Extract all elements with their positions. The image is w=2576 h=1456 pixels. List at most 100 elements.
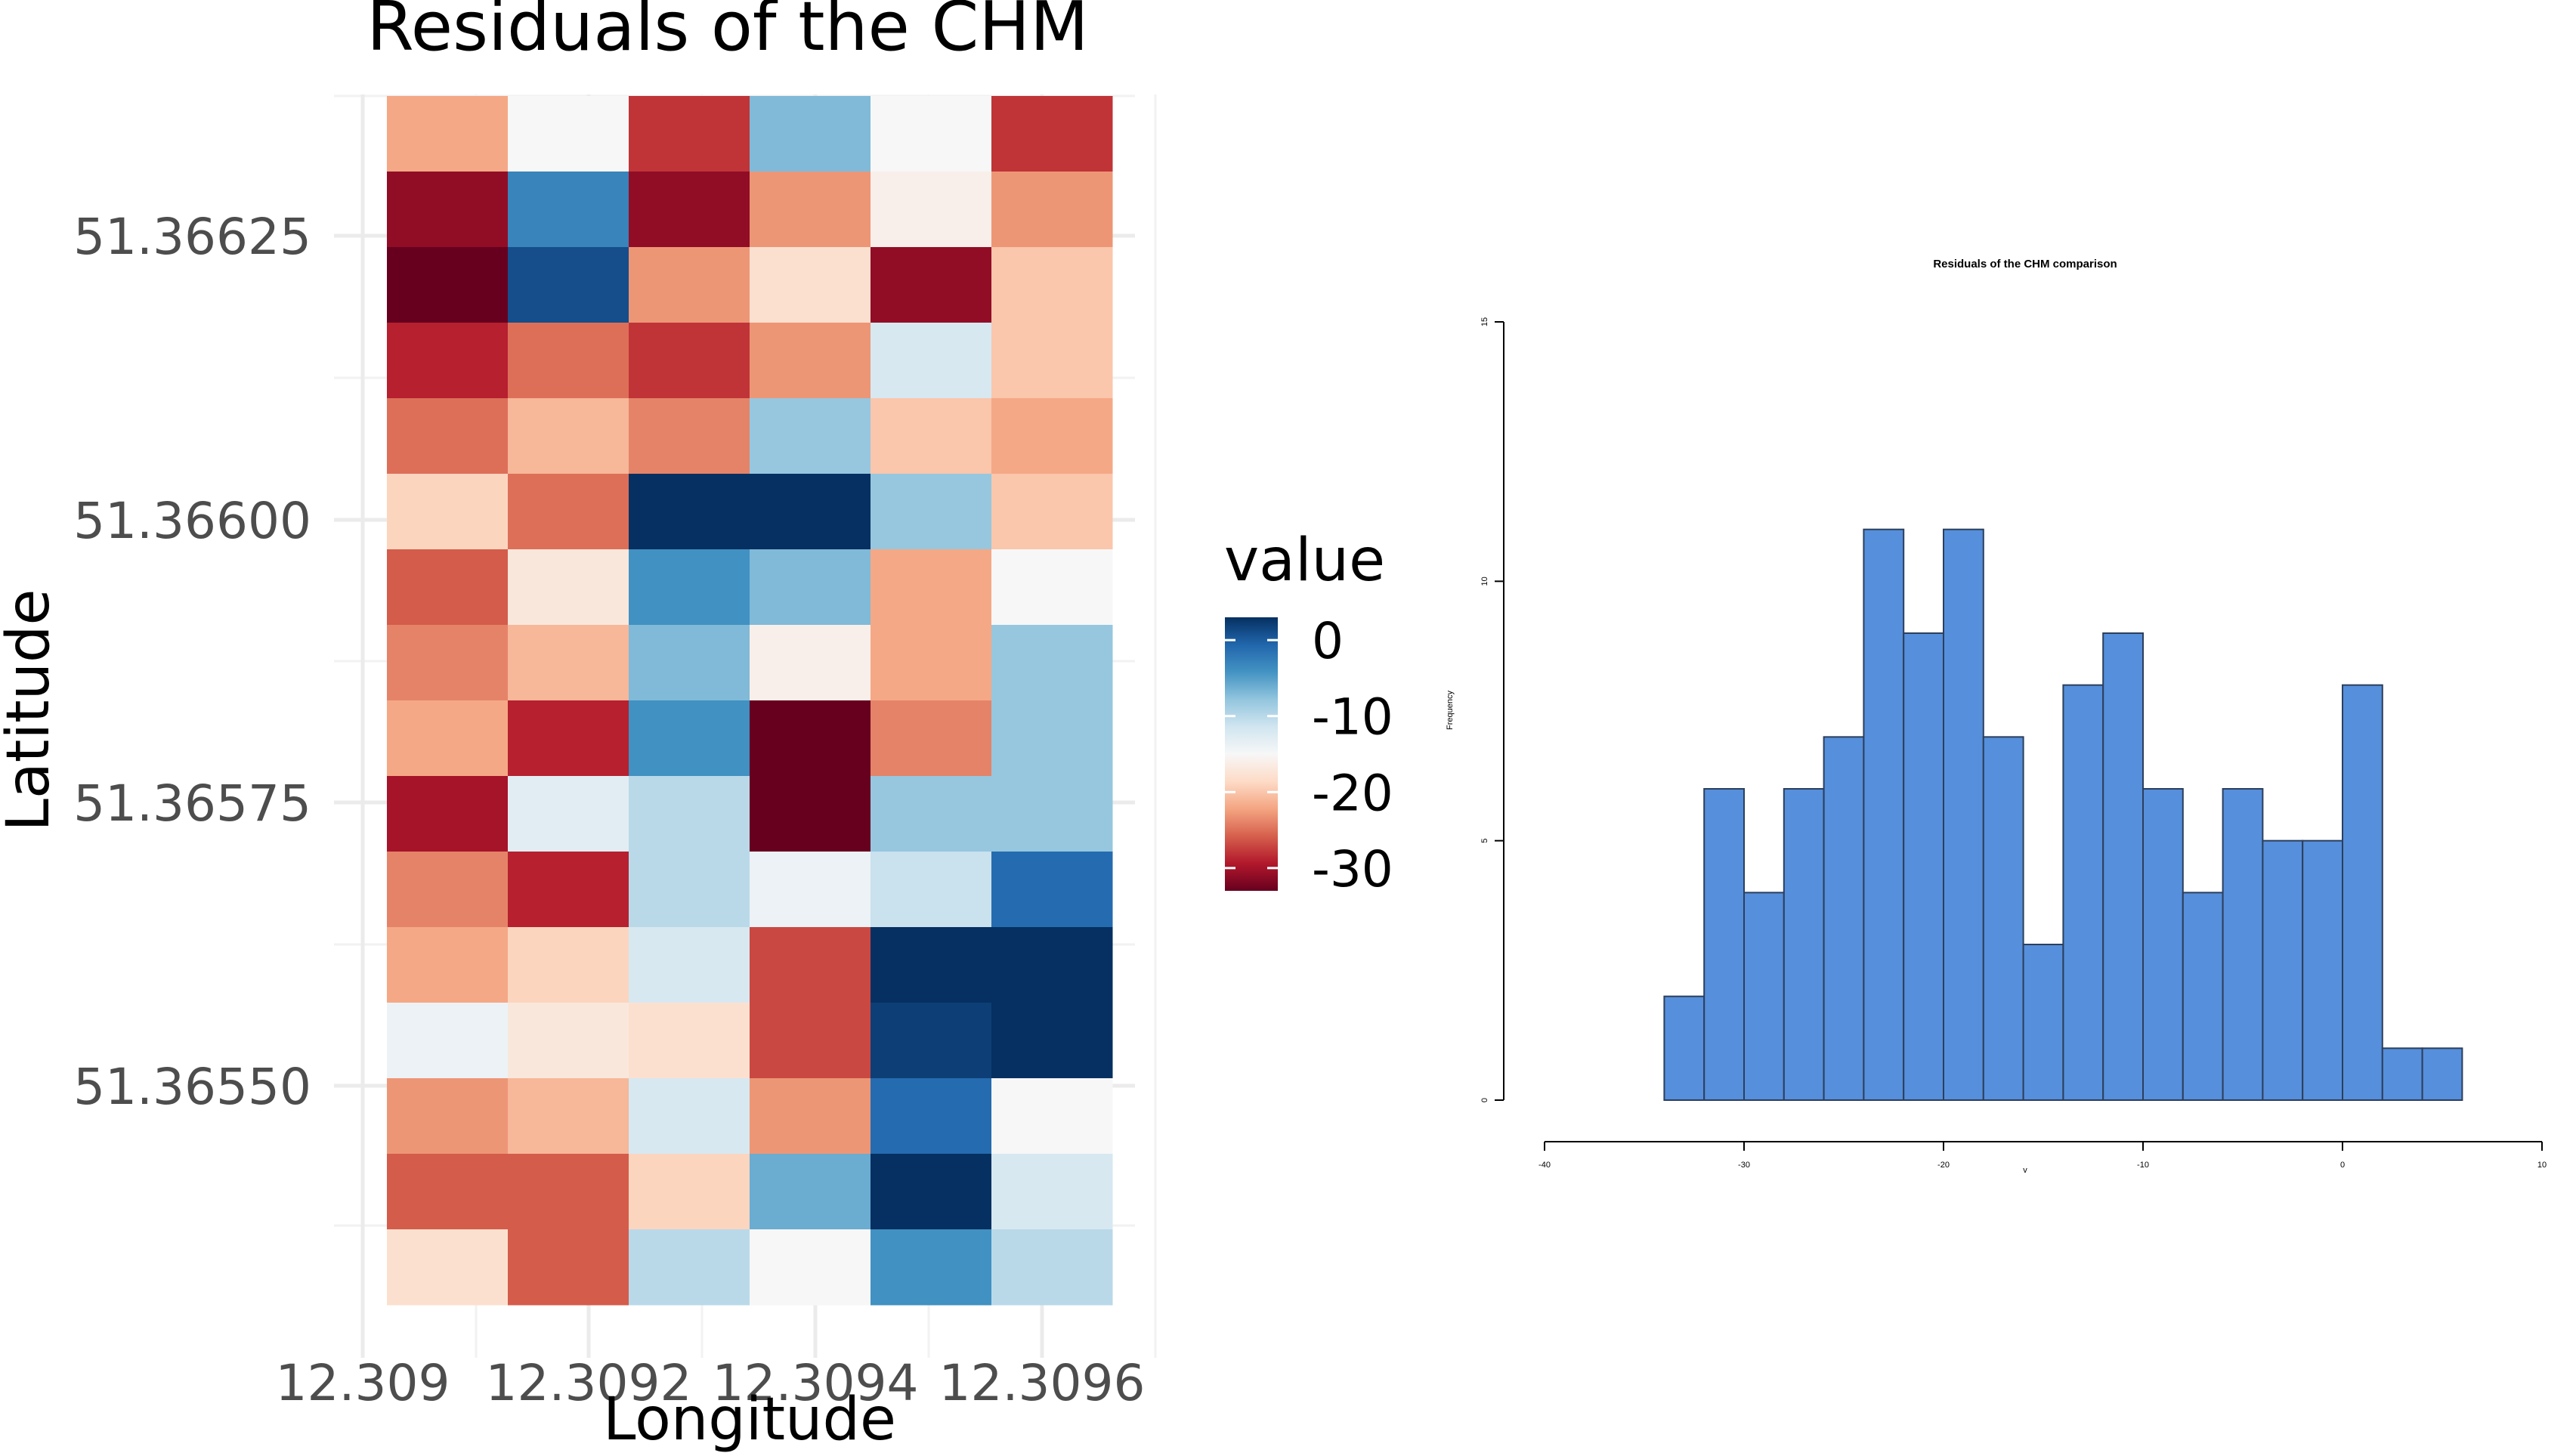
heatmap-cell: [750, 247, 871, 323]
heatmap-cells: [387, 96, 1113, 1306]
heatmap-cell: [750, 96, 871, 172]
heatmap-cell: [508, 398, 629, 475]
heatmap-cell: [871, 1078, 992, 1155]
histogram-bar: [2381, 1047, 2423, 1102]
heatmap-cell: [750, 1229, 871, 1306]
heatmap-cell: [991, 474, 1113, 550]
histogram-bar: [2142, 788, 2184, 1101]
heatmap-cell: [871, 1154, 992, 1230]
heatmap-cell: [750, 776, 871, 852]
heatmap-cell: [387, 1078, 509, 1155]
heatmap-cell: [750, 172, 871, 248]
heatmap-cell: [629, 927, 750, 1003]
histogram-bar: [2342, 684, 2383, 1101]
histogram-x-tick-label: -40: [1538, 1161, 1551, 1170]
histogram-panel: Residuals of the CHM comparison -40 -30 -2…: [1446, 258, 2547, 1175]
histogram-y-axis-label: Frequency: [1446, 691, 1455, 730]
histogram-x-tick-label: 0: [2340, 1161, 2345, 1170]
heatmap-cell: [991, 247, 1113, 323]
heatmap-panel: 12.309 12.3092 12.3094 12.3096 51.3662551.3…: [0, 0, 1393, 1454]
heatmap-cell: [629, 398, 750, 475]
heatmap-cell: [991, 1003, 1113, 1079]
histogram-bar: [2421, 1047, 2463, 1102]
heatmap-y-axis-label: Latitude: [0, 589, 63, 831]
heatmap-cell: [387, 625, 509, 701]
heatmap-cell: [508, 1229, 629, 1306]
histogram-bar: [2182, 892, 2224, 1102]
heatmap-cell: [629, 96, 750, 172]
heatmap-cell: [508, 323, 629, 399]
heatmap-cell: [871, 625, 992, 701]
heatmap-x-tick-label: 12.3094: [713, 1354, 919, 1412]
heatmap-x-axis-label: Longitude: [603, 1386, 896, 1454]
heatmap-cell: [629, 474, 750, 550]
heatmap-cell: [871, 852, 992, 928]
heatmap-cell: [629, 247, 750, 323]
heatmap-cell: [991, 776, 1113, 852]
heatmap-cell: [508, 776, 629, 852]
histogram-x-axis: -40 -30 -20 -10 0 10: [1538, 1141, 2547, 1170]
heatmap-cell: [991, 96, 1113, 172]
histogram-y-axis: 0 5 10 15: [1480, 317, 1504, 1102]
heatmap-cell: [387, 776, 509, 852]
heatmap-cell: [991, 549, 1113, 626]
heatmap-x-tick-label: 12.3092: [486, 1354, 692, 1412]
heatmap-cell: [750, 398, 871, 475]
histogram-bar: [2302, 839, 2343, 1101]
heatmap-cell: [629, 1229, 750, 1306]
heatmap-cell: [750, 700, 871, 777]
heatmap-legend: value 0 -10 -20 -30: [1224, 527, 1393, 898]
heatmap-cell: [387, 927, 509, 1003]
heatmap-cell: [387, 1003, 509, 1079]
heatmap-cell: [991, 700, 1113, 777]
histogram-bar: [1903, 632, 1944, 1101]
histogram-bars: [1663, 528, 2463, 1102]
heatmap-cell: [991, 625, 1113, 701]
heatmap-cell: [387, 549, 509, 626]
heatmap-cell: [871, 927, 992, 1003]
heatmap-cell: [750, 1078, 871, 1155]
heatmap-cell: [629, 1078, 750, 1155]
histogram-x-tick-label: 10: [2537, 1161, 2547, 1170]
heatmap-cell: [508, 549, 629, 626]
heatmap-cell: [629, 549, 750, 626]
heatmap-cell: [629, 852, 750, 928]
histogram-bar: [2222, 788, 2264, 1101]
histogram-bar: [1943, 528, 1984, 1101]
heatmap-cell: [750, 549, 871, 626]
histogram-y-tick-label: 5: [1480, 839, 1489, 843]
heatmap-cell: [508, 927, 629, 1003]
heatmap-cell: [387, 852, 509, 928]
heatmap-y-ticks: 51.36625 51.36600 51.36575 51.36550: [73, 208, 311, 1116]
histogram-bar: [1663, 995, 1705, 1101]
heatmap-y-tick-label: 51.36550: [73, 1058, 311, 1116]
legend-tick-label: 0: [1312, 612, 1344, 670]
histogram-bar: [1982, 736, 2024, 1101]
heatmap-cell: [991, 172, 1113, 248]
heatmap-cell: [991, 398, 1113, 475]
heatmap-cell: [871, 549, 992, 626]
histogram-bar: [1783, 788, 1825, 1101]
heatmap-cell: [629, 1003, 750, 1079]
heatmap-cell: [508, 96, 629, 172]
heatmap-cell: [629, 776, 750, 852]
histogram-title: Residuals of the CHM comparison: [1933, 258, 2117, 270]
heatmap-cell: [871, 776, 992, 852]
heatmap-cell: [750, 852, 871, 928]
legend-tick-label: -10: [1312, 688, 1393, 747]
histogram-y-tick-label: 0: [1480, 1098, 1489, 1102]
heatmap-cell: [871, 247, 992, 323]
heatmap-cell: [508, 474, 629, 550]
histogram-bar: [2102, 632, 2144, 1101]
heatmap-cell: [750, 323, 871, 399]
heatmap-cell: [750, 474, 871, 550]
histogram-bar: [1863, 528, 1905, 1101]
heatmap-cell: [629, 1154, 750, 1230]
heatmap-cell: [387, 1154, 509, 1230]
heatmap-cell: [508, 1078, 629, 1155]
heatmap-cell: [750, 1154, 871, 1230]
legend-tick-label: -20: [1312, 764, 1393, 822]
heatmap-cell: [750, 1003, 871, 1079]
heatmap-cell: [871, 172, 992, 248]
heatmap-cell: [387, 323, 509, 399]
